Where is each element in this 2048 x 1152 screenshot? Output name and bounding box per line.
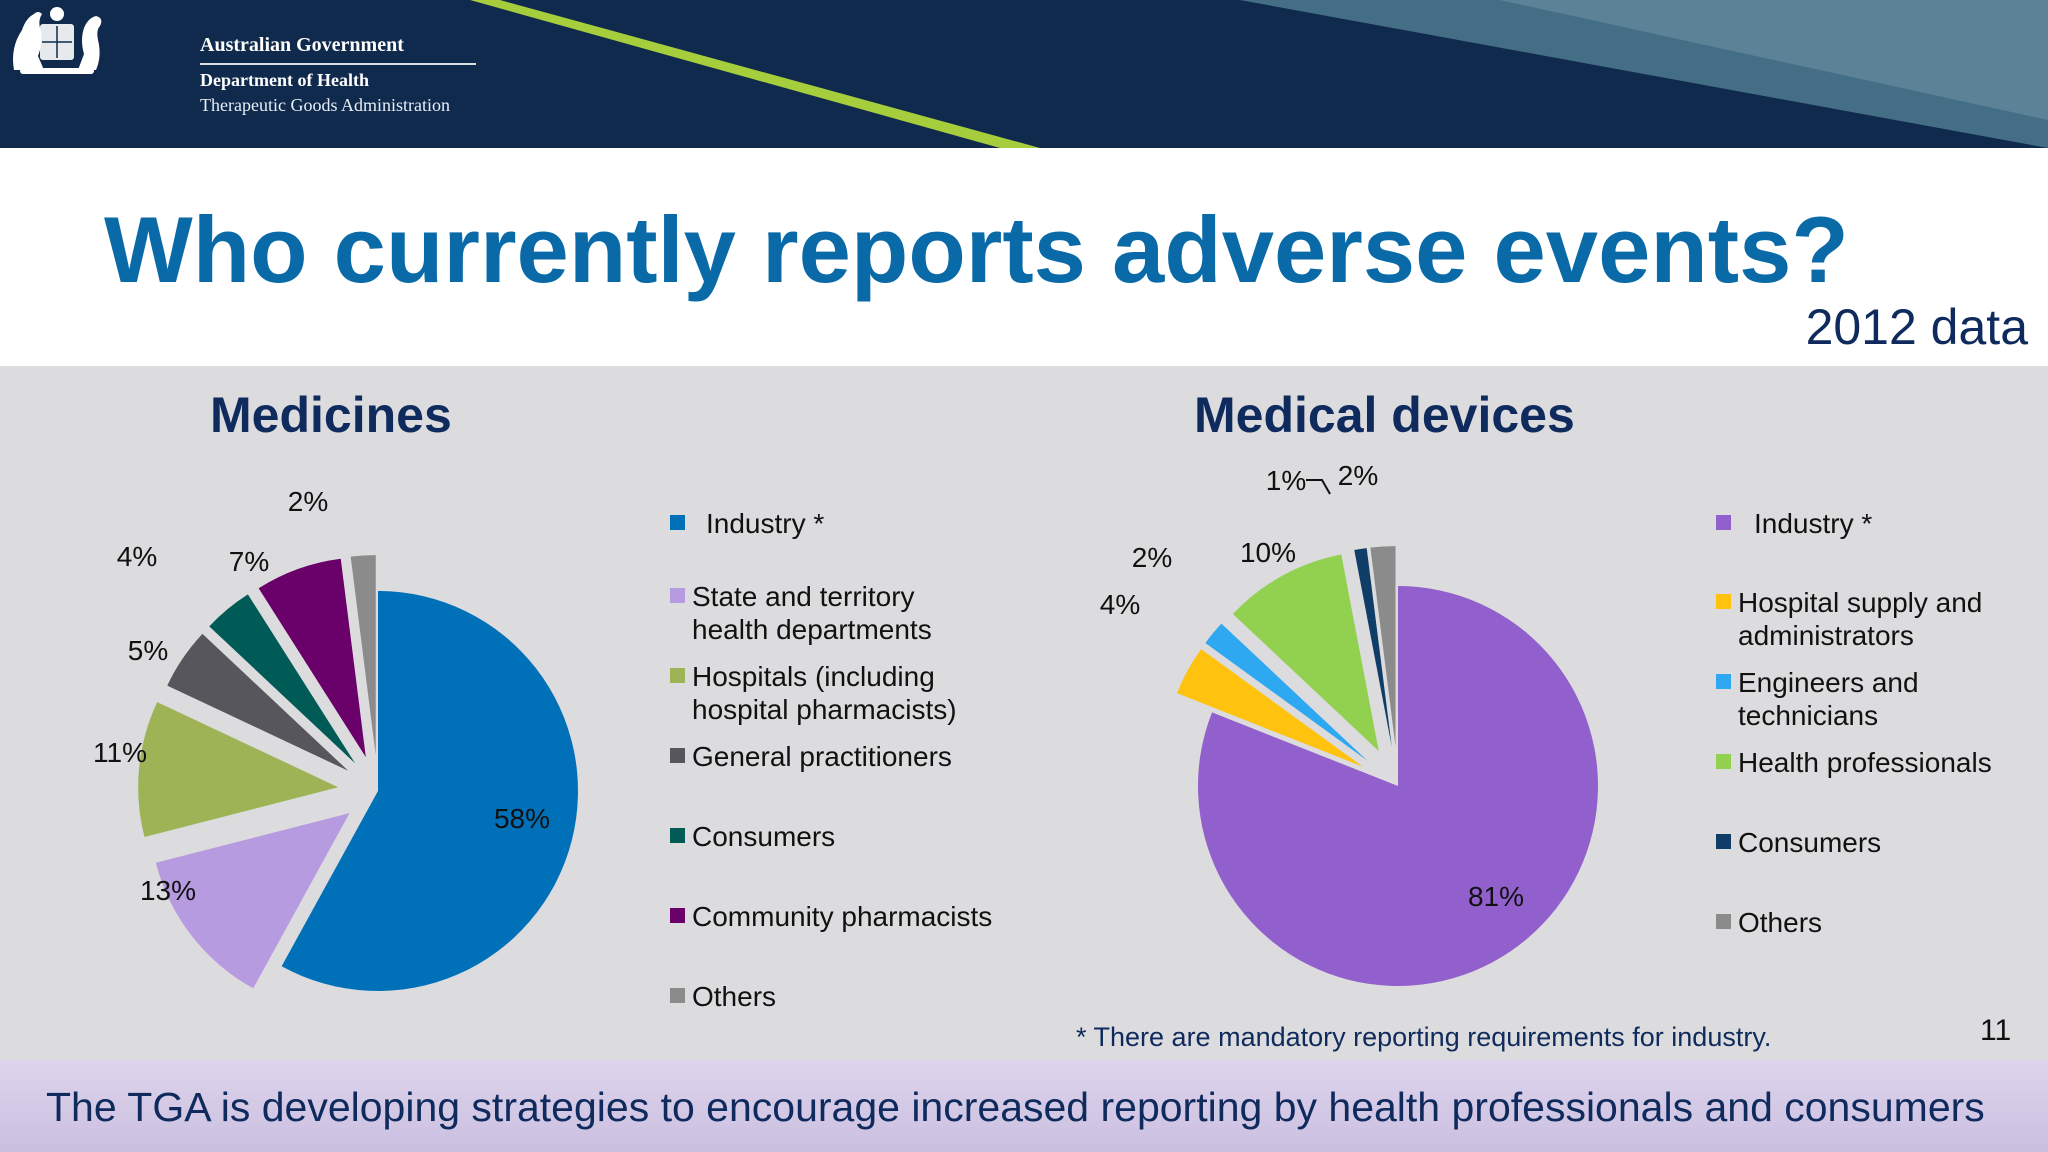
- pie-slice: [1370, 546, 1396, 747]
- devices-pie: 81% 4% 2% 10% 1% 2%: [1100, 460, 1598, 986]
- pie-data-label: 4%: [117, 541, 157, 572]
- label-leader-line: [1306, 479, 1331, 495]
- pie-data-label: 1%: [1266, 465, 1306, 496]
- devices-chart-title: Medical devices: [1194, 387, 1575, 443]
- legend-label: Industry *: [706, 508, 825, 539]
- legend-swatch: [670, 748, 685, 763]
- pie-slice: [1197, 586, 1598, 986]
- pie-slice: [155, 813, 350, 989]
- pie-data-label: 13%: [140, 875, 196, 906]
- pie-data-label: 2%: [288, 486, 328, 517]
- legend-label-line2: hospital pharmacists): [692, 694, 957, 725]
- legend-label: Hospital supply and: [1738, 587, 1983, 618]
- pie-data-label: 4%: [1100, 589, 1140, 620]
- government-crest-icon: [13, 7, 102, 74]
- accent-stripe: [470, 0, 1040, 148]
- data-year-subtitle: 2012 data: [1805, 299, 2028, 355]
- medicines-chart-title: Medicines: [210, 387, 452, 443]
- agency-name: Therapeutic Goods Administration: [200, 95, 450, 115]
- pie-data-label: 81%: [1468, 881, 1524, 912]
- legend-swatch: [1716, 594, 1731, 609]
- pie-data-label: 58%: [494, 803, 550, 834]
- legend-label: Hospitals (including: [692, 661, 935, 692]
- pie-data-label: 2%: [1132, 542, 1172, 573]
- header-divider: [200, 63, 476, 65]
- department-name: Department of Health: [200, 70, 369, 90]
- legend-label: Others: [692, 981, 777, 1012]
- legend-label: State and territory: [692, 581, 915, 612]
- bottom-message: The TGA is developing strategies to enco…: [46, 1084, 1985, 1130]
- pie-data-label: 2%: [1338, 460, 1378, 491]
- bottom-banner: The TGA is developing strategies to enco…: [0, 1060, 2048, 1152]
- legend-swatch: [1716, 914, 1731, 929]
- legend-label: Consumers: [692, 821, 836, 852]
- pie-data-label: 10%: [1240, 537, 1296, 568]
- pie-slice: [350, 555, 376, 756]
- legend-label: General practitioners: [692, 741, 952, 772]
- government-name: Australian Government: [200, 34, 404, 56]
- legend-swatch: [670, 988, 685, 1003]
- slide-title: Who currently reports adverse events?: [104, 197, 1849, 302]
- legend-swatch: [670, 515, 685, 530]
- pie-slice: [1176, 649, 1363, 767]
- legend-label-line2: technicians: [1738, 700, 1879, 731]
- header-banner: Australian Government Department of Heal…: [0, 0, 2048, 148]
- legend-swatch: [1716, 834, 1731, 849]
- legend-swatch: [1716, 674, 1731, 689]
- pie-data-label: 5%: [128, 635, 168, 666]
- medicines-pie: 58% 13% 11% 5% 4% 7% 2%: [93, 486, 578, 991]
- legend-swatch: [670, 828, 685, 843]
- pie-slice: [1232, 554, 1379, 751]
- pie-data-label: 11%: [93, 737, 147, 768]
- pie-slice: [258, 558, 366, 758]
- legend-swatch: [670, 588, 685, 603]
- pie-data-label: 7%: [229, 546, 269, 577]
- industry-footnote: * There are mandatory reporting requirem…: [1076, 1022, 1772, 1052]
- legend-swatch: [1716, 754, 1731, 769]
- legend-label: Industry *: [1754, 508, 1873, 539]
- legend-label-line2: administrators: [1738, 620, 1914, 651]
- legend-swatch: [1716, 515, 1731, 530]
- legend-label: Consumers: [1738, 827, 1882, 858]
- legend-swatch: [670, 908, 685, 923]
- pie-slice: [209, 594, 356, 764]
- banner-graphic: [470, 0, 2048, 148]
- pie-slice: [138, 702, 339, 837]
- pie-slice: [1205, 623, 1368, 761]
- pie-charts: 58% 13% 11% 5% 4% 7% 2% 81% 4% 2% 10% 1% 2%: [93, 460, 1598, 991]
- legend-label: Engineers and: [1738, 667, 1919, 698]
- pie-slice: [1354, 548, 1392, 747]
- page-number: 11: [1980, 1014, 2012, 1047]
- legend-label: Health professionals: [1738, 747, 1992, 778]
- legend-label-line2: health departments: [692, 614, 932, 645]
- legend-label: Others: [1738, 907, 1823, 938]
- legend-label: Community pharmacists: [692, 901, 993, 932]
- legend-swatch: [670, 668, 685, 683]
- pie-slice: [167, 633, 349, 771]
- pie-slice: [281, 591, 578, 991]
